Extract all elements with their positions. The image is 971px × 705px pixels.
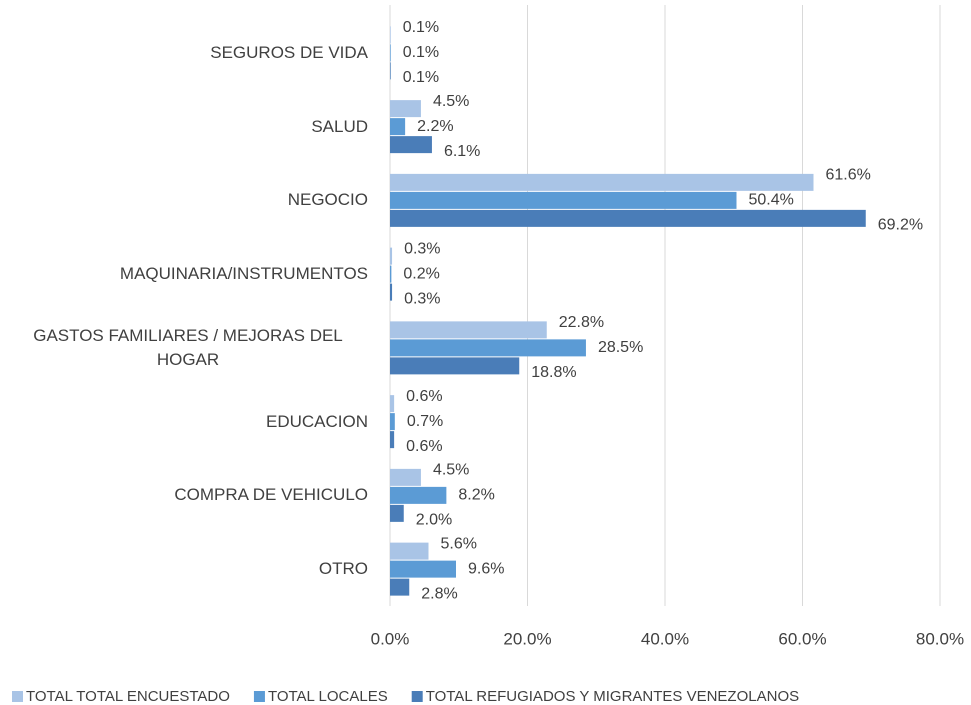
bar [390, 62, 391, 80]
bar [390, 357, 520, 375]
data-label: 0.1% [403, 69, 439, 86]
category-text: GASTOS FAMILIARES / MEJORAS DEL HOGAR [33, 325, 343, 369]
category-text: COMPRA DE VEHICULO [174, 485, 368, 505]
x-tick-label: 0.0% [371, 629, 410, 648]
data-label: 8.2% [458, 487, 494, 504]
bar [390, 118, 406, 136]
bar [390, 578, 410, 596]
data-label: 2.0% [416, 512, 452, 529]
data-label: 0.1% [403, 44, 439, 61]
data-label: 2.2% [417, 118, 453, 135]
x-tick-label: 20.0% [503, 629, 551, 648]
data-label: 50.4% [749, 192, 794, 209]
bar [390, 26, 391, 44]
legend-label: TOTAL TOTAL ENCUESTADO [26, 688, 230, 705]
data-label: 9.6% [468, 560, 504, 577]
bar [390, 413, 395, 431]
bar [390, 209, 866, 227]
data-label: 6.1% [444, 143, 480, 160]
data-label: 22.8% [559, 314, 604, 331]
data-label: 0.6% [406, 438, 442, 455]
data-label: 61.6% [826, 167, 871, 184]
category-text: EDUCACION [265, 411, 368, 431]
category-label: OTRO [8, 539, 368, 599]
category-text: SALUD [311, 116, 368, 136]
category-label: EDUCACION [8, 392, 368, 452]
category-label: SALUD [8, 97, 368, 157]
bar [390, 173, 814, 191]
data-label: 0.3% [404, 240, 440, 257]
data-label: 0.2% [403, 265, 439, 282]
bar [390, 468, 421, 486]
category-label: GASTOS FAMILIARES / MEJORAS DEL HOGAR [8, 318, 368, 378]
legend-label: TOTAL REFUGIADOS Y MIGRANTES VENEZOLANOS [426, 688, 799, 705]
bar [390, 395, 395, 413]
bar [390, 283, 393, 301]
data-label: 4.5% [433, 93, 469, 110]
data-label: 18.8% [531, 364, 576, 381]
bar [390, 560, 456, 578]
data-label: 0.6% [406, 388, 442, 405]
category-label: MAQUINARIA/INSTRUMENTOS [8, 244, 368, 304]
legend-label: TOTAL LOCALES [268, 688, 388, 705]
bar [390, 542, 429, 560]
category-text: SEGUROS DE VIDA [210, 42, 368, 62]
bar [390, 321, 547, 339]
data-label: 2.8% [421, 585, 457, 602]
x-tick-label: 60.0% [778, 629, 826, 648]
x-tick-label: 80.0% [916, 629, 964, 648]
bar [390, 247, 393, 265]
bar [390, 339, 586, 357]
bar [390, 265, 392, 283]
bar [390, 486, 447, 504]
bar [390, 100, 421, 118]
bar [390, 504, 404, 522]
x-tick-label: 40.0% [641, 629, 689, 648]
data-label: 28.5% [598, 339, 643, 356]
category-text: NEGOCIO [287, 190, 368, 210]
data-label: 0.3% [404, 290, 440, 307]
data-label: 0.7% [407, 413, 443, 430]
data-label: 5.6% [441, 535, 477, 552]
data-label: 69.2% [878, 217, 923, 234]
category-text: OTRO [318, 559, 368, 579]
data-label: 4.5% [433, 462, 469, 479]
category-label: SEGUROS DE VIDA [8, 23, 368, 83]
bar [390, 191, 737, 209]
category-label: NEGOCIO [8, 170, 368, 230]
bar [390, 431, 395, 449]
bar [390, 136, 432, 154]
bar [390, 44, 391, 62]
legend-swatch [12, 691, 23, 702]
category-label: COMPRA DE VEHICULO [8, 465, 368, 525]
data-label: 0.1% [403, 19, 439, 36]
legend-swatch [411, 691, 423, 702]
category-text: MAQUINARIA/INSTRUMENTOS [119, 264, 368, 284]
legend-swatch [253, 691, 265, 702]
